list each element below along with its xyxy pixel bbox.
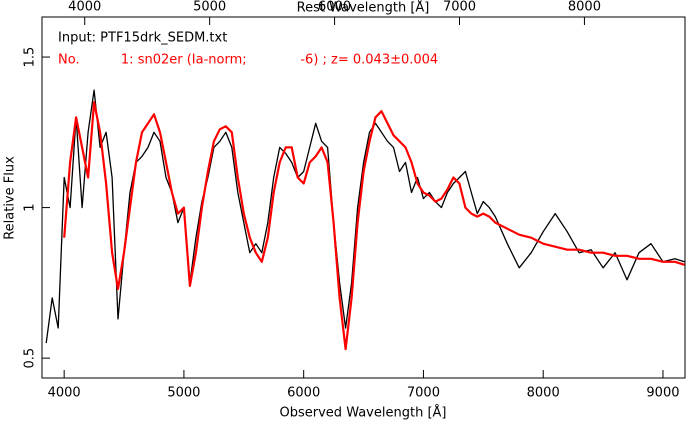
annotation: No. 1: sn02er (Ia-norm; -6) ; z= 0.043±0… (58, 53, 438, 68)
y-axis-label: Relative Flux (3, 156, 18, 240)
top-axis-label: Rest Wavelength [Å] (297, 0, 430, 16)
x-tick-label: 8000 (527, 386, 560, 401)
x-tick-label: 4000 (48, 386, 81, 401)
top-tick-label: 8000 (568, 0, 601, 15)
y-tick-label: 0.5 (23, 348, 38, 369)
x-axis-label: Observed Wavelength [Å] (280, 405, 447, 421)
y-tick-label: 1 (23, 203, 38, 211)
plot-frame (41, 16, 686, 379)
y-tick-label: 1.5 (23, 47, 38, 68)
top-tick-label: 7000 (443, 0, 476, 15)
annotation: Input: PTF15drk_SEDM.txt (58, 31, 227, 46)
x-tick-label: 6000 (287, 386, 320, 401)
x-tick-label: 7000 (407, 386, 440, 401)
spectrum-line (63, 101, 685, 351)
x-tick-label: 9000 (646, 386, 679, 401)
spectrum-line (45, 89, 685, 344)
top-tick-label: 4000 (68, 0, 101, 15)
top-tick-label: 6000 (318, 0, 351, 15)
x-tick-label: 5000 (167, 386, 200, 401)
top-tick-label: 5000 (193, 0, 226, 15)
